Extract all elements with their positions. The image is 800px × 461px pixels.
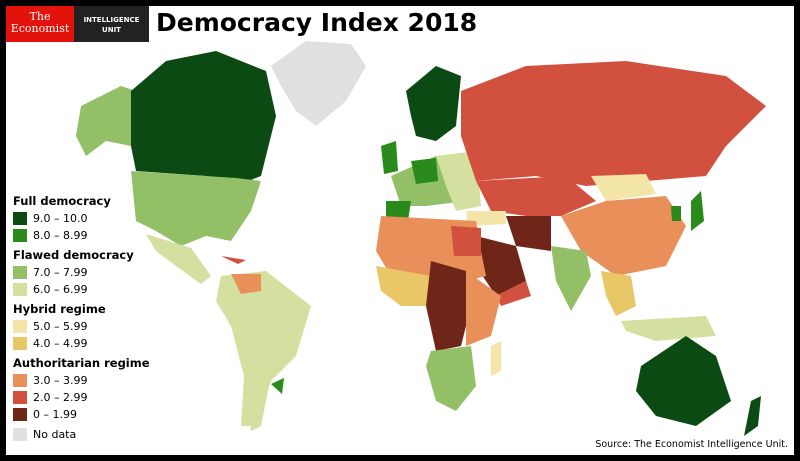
unit-text: UNIT <box>102 26 121 34</box>
region-southeast-asia <box>601 271 636 316</box>
legend-range: 8.0 – 8.99 <box>33 229 88 242</box>
legend-item: 4.0 – 4.99 <box>13 335 150 352</box>
region-new-zealand <box>744 396 761 436</box>
region-east-africa <box>466 271 501 346</box>
region-india <box>551 246 591 311</box>
region-uruguay <box>271 378 284 394</box>
legend-swatch <box>13 408 27 421</box>
legend-item-no-data: No data <box>13 426 150 443</box>
region-egypt <box>451 226 481 256</box>
region-australia <box>636 336 731 426</box>
legend-item: 7.0 – 7.99 <box>13 264 150 281</box>
region-canada <box>131 51 276 186</box>
region-west-africa <box>376 266 441 306</box>
region-eastern-europe <box>436 151 481 211</box>
region-korea <box>671 206 681 221</box>
legend-group-title: Flawed democracy <box>13 248 134 262</box>
legend-item: 2.0 – 2.99 <box>13 389 150 406</box>
legend-group-title: Authoritarian regime <box>13 356 150 370</box>
legend-item: 3.0 – 3.99 <box>13 372 150 389</box>
region-germany <box>411 158 438 184</box>
region-central-asia <box>476 176 596 216</box>
region-usa <box>131 171 261 246</box>
region-venezuela <box>231 274 261 294</box>
region-cuba <box>221 256 246 264</box>
legend-range: 5.0 – 5.99 <box>33 320 88 333</box>
region-central-africa <box>426 261 471 351</box>
region-iran <box>506 216 551 251</box>
region-mongolia <box>591 174 656 201</box>
legend-swatch <box>13 229 27 242</box>
world-map <box>76 41 766 436</box>
intelligence-unit-logo: INTELLIGENCE UNIT <box>74 6 149 42</box>
legend-item: 0 – 1.99 <box>13 406 150 423</box>
legend-range: 2.0 – 2.99 <box>33 391 88 404</box>
legend-item: 6.0 – 6.99 <box>13 281 150 298</box>
region-madagascar <box>491 341 501 376</box>
region-saudi <box>476 236 526 296</box>
legend-group-title: Hybrid regime <box>13 302 106 316</box>
logo-text: Economist <box>10 22 70 35</box>
region-indonesia <box>621 316 716 341</box>
legend-swatch <box>13 212 27 225</box>
legend-swatch <box>13 391 27 404</box>
page-title: Democracy Index 2018 <box>156 8 478 37</box>
region-south-america <box>216 271 311 426</box>
logo-text: The <box>29 10 51 23</box>
region-mexico <box>146 234 211 284</box>
map-legend: Full democracy 9.0 – 10.0 8.0 – 8.99 Flawed… <box>13 190 150 443</box>
legend-swatch <box>13 428 27 441</box>
legend-range: 0 – 1.99 <box>33 408 77 421</box>
unit-text: INTELLIGENCE <box>83 16 140 24</box>
legend-range: 3.0 – 3.99 <box>33 374 88 387</box>
legend-swatch <box>13 337 27 350</box>
source-note: Source: The Economist Intelligence Unit. <box>595 439 788 450</box>
region-russia <box>461 61 766 186</box>
region-southern-africa <box>426 346 476 411</box>
region-china <box>561 196 686 276</box>
region-yemen <box>496 281 531 306</box>
legend-swatch <box>13 283 27 296</box>
region-japan <box>691 191 704 231</box>
region-uk <box>381 141 398 174</box>
region-alaska <box>76 86 136 156</box>
legend-item: 9.0 – 10.0 <box>13 210 150 227</box>
region-spain <box>386 201 411 221</box>
legend-range: 9.0 – 10.0 <box>33 212 88 225</box>
economist-logo: The Economist <box>6 6 74 42</box>
legend-swatch <box>13 320 27 333</box>
legend-group-title: Full democracy <box>13 194 111 208</box>
legend-range: 4.0 – 4.99 <box>33 337 88 350</box>
legend-range: 7.0 – 7.99 <box>33 266 88 279</box>
legend-range: 6.0 – 6.99 <box>33 283 88 296</box>
legend-range: No data <box>33 428 77 441</box>
legend-swatch <box>13 266 27 279</box>
region-argentina <box>246 376 271 431</box>
legend-item: 8.0 – 8.99 <box>13 227 150 244</box>
legend-swatch <box>13 374 27 387</box>
legend-item: 5.0 – 5.99 <box>13 318 150 335</box>
region-greenland <box>271 41 366 126</box>
region-scandinavia <box>406 66 461 141</box>
